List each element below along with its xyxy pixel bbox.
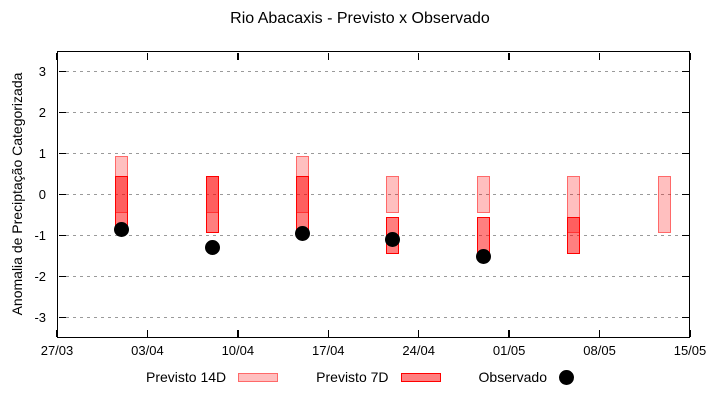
previsto-14d-bar bbox=[476, 176, 490, 213]
x-tick-mark bbox=[508, 329, 510, 337]
x-tick-mark bbox=[508, 52, 510, 60]
y-tick-label: 1 bbox=[38, 145, 46, 161]
gridline bbox=[59, 153, 688, 154]
legend-item-previsto-14d: Previsto 14D bbox=[146, 369, 279, 385]
x-tick-label: 08/05 bbox=[583, 343, 616, 358]
y-tick-mark bbox=[58, 275, 66, 278]
legend-swatch-previsto-7d bbox=[400, 372, 441, 382]
x-tick-label: 24/04 bbox=[402, 343, 435, 358]
y-tick-mark bbox=[58, 234, 66, 237]
y-tick-mark bbox=[681, 316, 689, 319]
x-tick-mark bbox=[56, 329, 58, 337]
y-tick-label: 0 bbox=[38, 186, 46, 202]
observado-dot bbox=[204, 240, 220, 256]
y-tick-mark bbox=[58, 70, 66, 73]
y-tick-mark bbox=[681, 111, 689, 114]
x-tick-mark bbox=[146, 329, 149, 337]
chart-title: Rio Abacaxis - Previsto x Observado bbox=[230, 10, 490, 27]
gridline bbox=[59, 317, 688, 318]
x-tick-mark bbox=[237, 52, 239, 60]
y-tick-mark bbox=[681, 275, 689, 278]
x-tick-mark bbox=[689, 52, 691, 60]
y-tick-label: 2 bbox=[38, 104, 46, 120]
gridline bbox=[59, 276, 688, 277]
legend-label-previsto-7d: Previsto 7D bbox=[316, 369, 389, 385]
gridline bbox=[59, 194, 688, 195]
x-tick-label: 27/03 bbox=[40, 343, 74, 358]
x-tick-label: 01/05 bbox=[492, 343, 526, 358]
y-tick-mark bbox=[58, 152, 66, 155]
y-tick-mark bbox=[58, 316, 66, 319]
legend: Previsto 14D Previsto 7D Observado bbox=[0, 366, 720, 388]
previsto-7d-bar bbox=[567, 217, 581, 254]
legend-item-observado: Observado bbox=[479, 369, 574, 385]
x-tick-mark bbox=[146, 52, 149, 60]
x-tick-label: 15/05 bbox=[673, 343, 707, 358]
x-tick-mark bbox=[417, 329, 420, 337]
y-tick-label: -2 bbox=[34, 268, 46, 284]
y-tick-label: -3 bbox=[34, 309, 46, 325]
legend-item-previsto-7d: Previsto 7D bbox=[316, 369, 441, 385]
x-tick-mark bbox=[237, 329, 239, 337]
y-tick-label: 3 bbox=[38, 63, 46, 79]
x-tick-label: 10/04 bbox=[221, 343, 255, 358]
legend-label-previsto-14d: Previsto 14D bbox=[146, 369, 227, 385]
y-tick-mark bbox=[681, 70, 689, 73]
previsto-7d-bar bbox=[205, 176, 219, 234]
gridline bbox=[59, 112, 688, 113]
x-tick-mark bbox=[327, 52, 330, 60]
x-tick-mark bbox=[327, 329, 330, 337]
legend-swatch-previsto-14d bbox=[238, 372, 279, 382]
x-tick-label: 03/04 bbox=[131, 343, 164, 358]
observado-dot bbox=[114, 221, 130, 237]
gridline bbox=[59, 71, 688, 72]
observado-dot bbox=[475, 248, 491, 264]
y-tick-mark bbox=[58, 111, 66, 114]
x-tick-mark bbox=[598, 52, 601, 60]
y-tick-mark bbox=[681, 234, 689, 237]
gridline bbox=[59, 235, 688, 236]
previsto-14d-bar bbox=[657, 176, 671, 234]
x-tick-mark bbox=[689, 329, 691, 337]
legend-label-observado: Observado bbox=[478, 369, 547, 385]
x-tick-label: 17/04 bbox=[312, 343, 345, 358]
previsto-14d-bar bbox=[386, 176, 400, 213]
y-tick-mark bbox=[58, 193, 66, 196]
previsto-7d-bar bbox=[295, 176, 309, 234]
y-tick-label: -1 bbox=[34, 227, 46, 243]
y-tick-mark bbox=[681, 152, 689, 155]
x-tick-mark bbox=[598, 329, 601, 337]
y-tick-mark bbox=[681, 193, 689, 196]
legend-marker-observado bbox=[559, 369, 574, 385]
x-tick-mark bbox=[417, 52, 420, 60]
x-tick-mark bbox=[56, 52, 58, 60]
observado-dot bbox=[385, 232, 401, 248]
observado-dot bbox=[294, 225, 310, 241]
